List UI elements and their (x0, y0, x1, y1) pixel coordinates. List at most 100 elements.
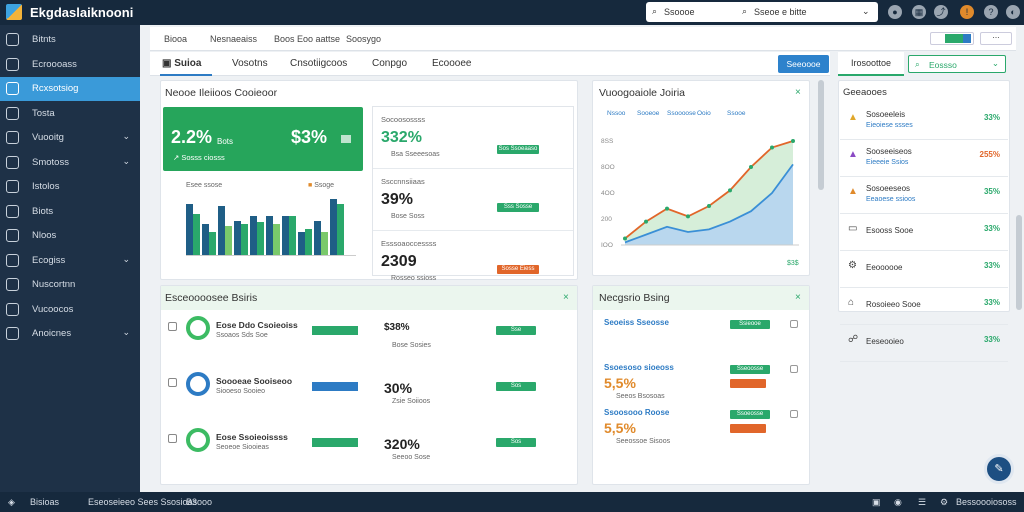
chart-bar (250, 215, 257, 255)
status-pill-orange[interactable] (730, 424, 766, 433)
data-point[interactable] (707, 204, 711, 208)
sidebar-item[interactable]: Vucoocos (0, 298, 140, 322)
tab[interactable]: Vosotns (232, 58, 268, 69)
user-icon[interactable]: ◐ (1006, 5, 1020, 19)
tab-filter[interactable]: Irosoottoe (838, 52, 904, 76)
search-bar[interactable]: ⌕ Ssoooe ⌕ Sseoe e bitte ⌄ (646, 2, 878, 22)
more-button[interactable]: ⋯ (980, 32, 1012, 45)
status-pill[interactable]: Sos (496, 438, 536, 447)
row-checkbox[interactable] (790, 410, 798, 418)
row-subtitle: Siooeso Sooieo (216, 388, 266, 395)
data-point[interactable] (644, 219, 648, 224)
legend-label: Sooeoe (637, 110, 660, 117)
filter-dropdown[interactable]: ⌕ Eossso ⌄ (908, 55, 1006, 73)
close-icon[interactable]: × (795, 87, 801, 98)
data-point[interactable] (686, 214, 690, 219)
sidebar-item[interactable]: Nuscortnn (0, 273, 140, 297)
row-checkbox[interactable] (168, 434, 177, 443)
status-pill[interactable]: Ssieooe (730, 320, 770, 329)
data-point[interactable] (749, 165, 753, 169)
footer-icon-2[interactable]: ◉ (894, 497, 902, 507)
scrollbar[interactable] (818, 80, 824, 190)
sidebar-item[interactable]: Biots (0, 200, 140, 224)
footer-icon-3[interactable]: ☰ (918, 497, 927, 507)
tab[interactable]: Ecoooee (432, 58, 472, 69)
sidebar-item[interactable]: Tosta (0, 102, 140, 126)
side-list-item[interactable]: ⌂ Rosoieeo Sooe 33% (840, 289, 1008, 325)
sidebar-item[interactable]: Nloos (0, 224, 140, 248)
toggle-blue[interactable] (963, 34, 971, 43)
item-icon: ⚙ (848, 260, 857, 271)
status-pill[interactable]: Sosse Eiess (497, 265, 539, 274)
status-pill[interactable]: Ssoeosse (730, 410, 770, 419)
side-list-item[interactable]: ▲ Sosoeeleis Eieoiese ssses 33% (840, 104, 1008, 140)
stat-note: Bsa Sseeesoas (391, 151, 440, 158)
sidebar-item[interactable]: Vuooitg ⌄ (0, 126, 140, 150)
side-list-item[interactable]: ▲ Sooseeiseos Eieeeie Ssios 255% (840, 141, 1008, 177)
data-point[interactable] (665, 206, 669, 211)
y-tick-label: IOO (601, 242, 613, 249)
sidebar-item[interactable]: Ecroooass (0, 53, 140, 77)
stat-value: 2309 (381, 253, 417, 270)
status-pill-orange[interactable] (730, 379, 766, 388)
row-checkbox[interactable] (790, 365, 798, 373)
subnav-item[interactable]: Boos Eoo aattse (274, 34, 341, 44)
row-checkbox[interactable] (168, 322, 177, 331)
sidebar-item[interactable]: Smotoss ⌄ (0, 151, 140, 175)
status-pill[interactable]: Sos Ssoeaaso (497, 145, 539, 154)
side-list-item[interactable]: ☍ Eeseooieo 33% (840, 326, 1008, 362)
share-icon[interactable]: ⤴ (934, 5, 948, 19)
notification-icon[interactable]: ! (960, 5, 974, 19)
sidebar-item[interactable]: Istolos (0, 175, 140, 199)
footer-icon-1[interactable]: ▣ (872, 497, 881, 507)
grid-icon[interactable]: ▦ (912, 5, 926, 19)
chat-button[interactable]: ✎ (984, 454, 1014, 484)
data-point[interactable] (770, 145, 774, 150)
data-point[interactable] (623, 236, 627, 241)
sidebar-item[interactable]: Ecogiss ⌄ (0, 249, 140, 273)
item-sub: Eeaoese ssioos (866, 196, 916, 203)
chevron-down-icon[interactable]: ⌄ (862, 6, 870, 16)
tab[interactable]: Cnsotiigcoos (290, 58, 348, 69)
side-list-item[interactable]: ▲ Sosoeeseos Eeaoese ssioos 35% (840, 178, 1008, 214)
status-panel: Necgsrio Bsing × (592, 285, 810, 485)
progress-bar (312, 382, 358, 391)
side-list-item[interactable]: ▭ Esooss Sooe 33% (840, 215, 1008, 251)
data-point[interactable] (791, 139, 795, 143)
tab[interactable]: Conpgo (372, 58, 408, 69)
search-input-2[interactable]: Sseoe e bitte (754, 7, 807, 17)
status-pill[interactable]: Sss Sosse (497, 203, 539, 212)
help-icon[interactable]: ? (984, 5, 998, 19)
panel-title: Neooe Ileiioos Cooieoor (165, 87, 278, 99)
subnav-item[interactable]: Soosygo (346, 34, 382, 44)
status-pill[interactable]: Sseoosse (730, 365, 770, 374)
chart-bar (330, 199, 337, 255)
primary-button[interactable]: Seeoooe (778, 55, 829, 73)
stat-row: Esssoaoccessss 2309 Rosseo ssioss Sosse Eie… (373, 231, 573, 293)
row-title: Eose Ddo Csoieoiss (216, 320, 298, 330)
status-pill[interactable]: Sos (496, 382, 536, 391)
sidebar-item[interactable]: Bitnts (0, 28, 140, 52)
data-point[interactable] (728, 188, 732, 193)
settings-icon[interactable]: ● (888, 5, 902, 19)
row-checkbox[interactable] (168, 378, 177, 387)
subnav-item[interactable]: Biooa (164, 34, 188, 44)
tab-summary[interactable]: ▣ Suioa (162, 58, 202, 69)
search-input-1[interactable]: Ssoooe (664, 7, 695, 17)
toggle-group[interactable] (930, 32, 974, 45)
close-icon[interactable]: × (563, 292, 569, 303)
side-list-item[interactable]: ⚙ Eeoooooe 33% (840, 252, 1008, 288)
item-percent: 33% (983, 224, 1000, 233)
toggle-green[interactable] (945, 34, 963, 43)
status-pill[interactable]: Sse (496, 326, 536, 335)
scrollbar[interactable] (1016, 215, 1022, 310)
subnav-item[interactable]: Nesnaeaiss (210, 34, 258, 44)
row-checkbox[interactable] (790, 320, 798, 328)
chart-footer: $3$ (787, 260, 799, 267)
sidebar-item[interactable]: Rcxsotsiog (0, 77, 140, 101)
sidebar-item[interactable]: Anoicnes ⌄ (0, 322, 140, 346)
sidebar-item-label: Ecroooass (32, 58, 77, 70)
footer-icon-4[interactable]: ⚙ (940, 497, 949, 507)
close-icon[interactable]: × (795, 292, 801, 303)
progress-bar (312, 438, 358, 447)
